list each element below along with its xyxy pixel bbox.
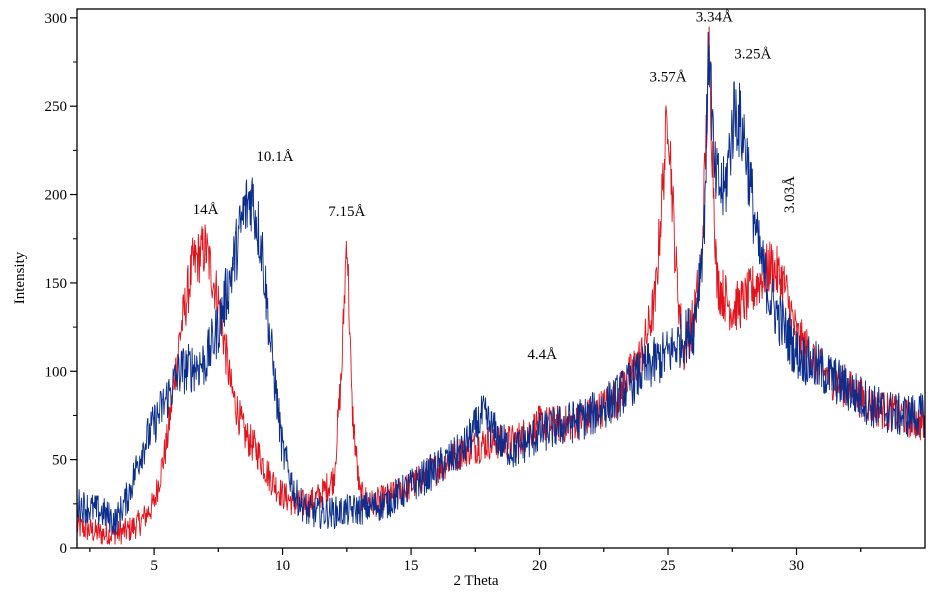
axes-layer: 0 50 100 150 200 250 300 5 10 15 20 25 30 <box>45 11 862 574</box>
x-tick-label: 10 <box>275 558 290 574</box>
y-tick-label: 200 <box>45 188 68 204</box>
peak-label: 4.4Å <box>527 347 557 363</box>
series-layer <box>76 26 926 545</box>
peak-label: 3.25Å <box>734 46 771 62</box>
y-tick-label: 150 <box>45 276 68 292</box>
peak-label: 7.15Å <box>328 204 365 220</box>
x-tick-label: 25 <box>661 558 676 574</box>
y-axis-label: Intensity <box>12 251 28 304</box>
x-tick-label: 20 <box>532 558 547 574</box>
x-axis-label: 2 Theta <box>453 573 498 589</box>
y-tick-label: 50 <box>52 453 67 469</box>
peak-label: 3.34Å <box>696 9 733 25</box>
peak-label: 3.57Å <box>649 69 686 85</box>
x-tick-label: 30 <box>789 558 804 574</box>
annotations-layer: 14Å 10.1Å 7.15Å 4.4Å 3.57Å 3.34Å 3.25Å 3.03Å <box>193 9 798 363</box>
peak-label: 3.03Å <box>782 176 798 213</box>
x-tick-label: 5 <box>150 558 158 574</box>
peak-label: 10.1Å <box>256 149 293 165</box>
y-tick-label: 100 <box>45 364 68 380</box>
series-line-blue <box>76 31 926 536</box>
x-tick-label: 15 <box>404 558 419 574</box>
y-tick-label: 0 <box>60 541 68 557</box>
y-tick-label: 300 <box>45 11 68 27</box>
plot-frame <box>76 8 926 549</box>
y-tick-label: 250 <box>45 99 68 115</box>
series-line-red <box>76 26 926 545</box>
peak-label: 14Å <box>193 202 219 218</box>
